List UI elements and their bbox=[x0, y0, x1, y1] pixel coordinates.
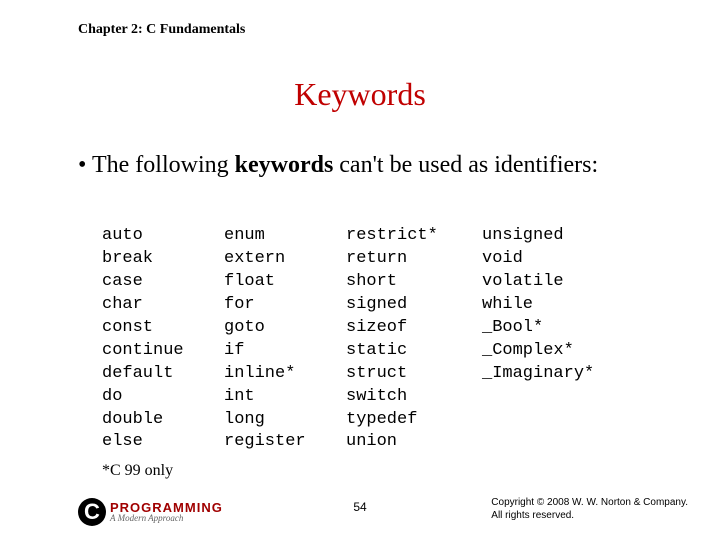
keyword: float bbox=[224, 271, 328, 294]
keyword: case bbox=[102, 271, 206, 294]
keyword: double bbox=[102, 409, 206, 432]
chapter-header: Chapter 2: C Fundamentals bbox=[78, 22, 245, 38]
body-bold: keywords bbox=[235, 152, 334, 178]
keyword: sizeof bbox=[346, 317, 464, 340]
keyword: enum bbox=[224, 225, 328, 248]
keyword: typedef bbox=[346, 409, 464, 432]
keyword: switch bbox=[346, 386, 464, 409]
keyword: extern bbox=[224, 248, 328, 271]
keyword: signed bbox=[346, 294, 464, 317]
copyright-line-1: Copyright © 2008 W. W. Norton & Company. bbox=[491, 496, 688, 509]
copyright-line-2: All rights reserved. bbox=[491, 509, 688, 522]
keyword: struct bbox=[346, 363, 464, 386]
keyword: continue bbox=[102, 340, 206, 363]
copyright: Copyright © 2008 W. W. Norton & Company.… bbox=[491, 496, 688, 522]
footnote: *C 99 only bbox=[102, 462, 173, 480]
keyword: static bbox=[346, 340, 464, 363]
keyword: const bbox=[102, 317, 206, 340]
keyword-col-3: restrict* return short signed sizeof sta… bbox=[346, 225, 464, 454]
body-prefix: • The following bbox=[78, 152, 235, 178]
keyword: _Bool* bbox=[482, 317, 612, 340]
keyword: _Complex* bbox=[482, 340, 612, 363]
keyword: char bbox=[102, 294, 206, 317]
keyword: default bbox=[102, 363, 206, 386]
keyword: auto bbox=[102, 225, 206, 248]
keyword: unsigned bbox=[482, 225, 612, 248]
keyword: _Imaginary* bbox=[482, 363, 612, 386]
keyword: if bbox=[224, 340, 328, 363]
keyword: void bbox=[482, 248, 612, 271]
keyword: volatile bbox=[482, 271, 612, 294]
keyword: inline* bbox=[224, 363, 328, 386]
logo-sub: A Modern Approach bbox=[110, 514, 223, 523]
keyword-col-2: enum extern float for goto if inline* in… bbox=[224, 225, 328, 454]
body-suffix: can't be used as identifiers: bbox=[333, 152, 598, 178]
keyword: do bbox=[102, 386, 206, 409]
keyword: for bbox=[224, 294, 328, 317]
keyword: int bbox=[224, 386, 328, 409]
slide-title: Keywords bbox=[0, 76, 720, 113]
keyword: long bbox=[224, 409, 328, 432]
keyword: break bbox=[102, 248, 206, 271]
keyword: register bbox=[224, 431, 328, 454]
keyword: goto bbox=[224, 317, 328, 340]
keyword: short bbox=[346, 271, 464, 294]
keyword: return bbox=[346, 248, 464, 271]
keywords-table: auto break case char const continue defa… bbox=[102, 225, 612, 454]
keyword-col-1: auto break case char const continue defa… bbox=[102, 225, 206, 454]
keyword-col-4: unsigned void volatile while _Bool* _Com… bbox=[482, 225, 612, 454]
keyword: restrict* bbox=[346, 225, 464, 248]
keyword: else bbox=[102, 431, 206, 454]
keyword: union bbox=[346, 431, 464, 454]
keyword: while bbox=[482, 294, 612, 317]
body-text: • The following keywords can't be used a… bbox=[78, 150, 660, 180]
